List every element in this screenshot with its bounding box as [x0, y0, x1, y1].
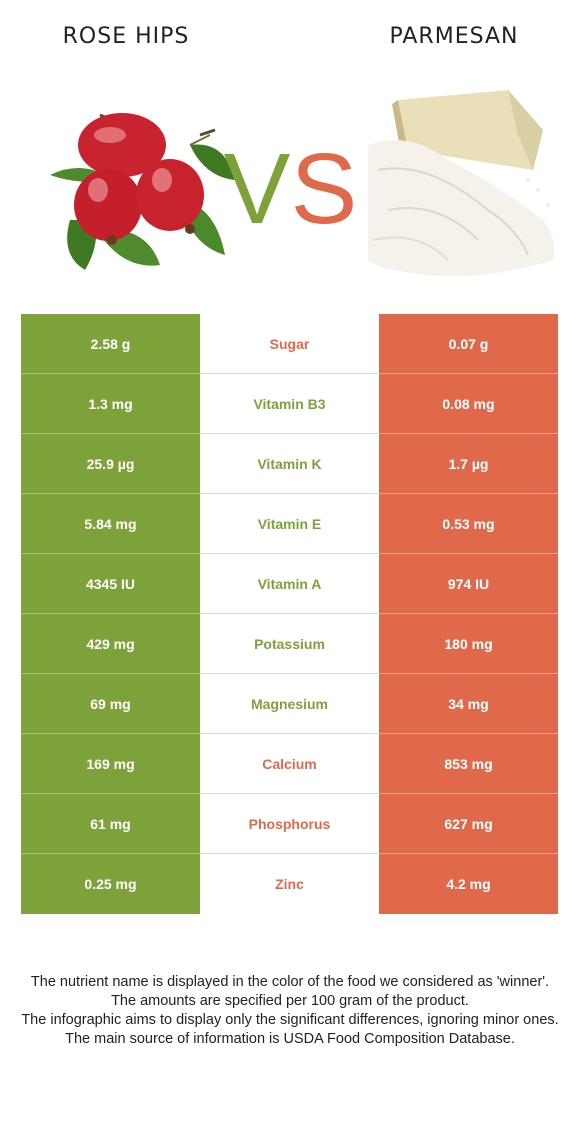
table-row: 2.58 g Sugar 0.07 g: [21, 314, 558, 374]
footer-line-amounts: The amounts are specified per 100 gram o…: [111, 993, 469, 1009]
right-value: 627 mg: [379, 794, 558, 854]
table-row: 5.84 mg Vitamin E 0.53 mg: [21, 494, 558, 554]
table-row: 25.9 µg Vitamin K 1.7 µg: [21, 434, 558, 494]
right-value: 0.53 mg: [379, 494, 558, 554]
rose-hips-image: [50, 113, 235, 270]
left-value: 5.84 mg: [21, 494, 200, 554]
right-value: 974 IU: [379, 554, 558, 614]
nutrient-name: Vitamin B3: [200, 374, 379, 434]
right-value: 34 mg: [379, 674, 558, 734]
right-value: 1.7 µg: [379, 434, 558, 494]
left-value: 25.9 µg: [21, 434, 200, 494]
left-value: 169 mg: [21, 734, 200, 794]
table-row: 69 mg Magnesium 34 mg: [21, 674, 558, 734]
table-row: 429 mg Potassium 180 mg: [21, 614, 558, 674]
footer-line-aims: The infographic aims to display only the…: [21, 1012, 559, 1028]
table-row: 61 mg Phosphorus 627 mg: [21, 794, 558, 854]
table-row: 4345 IU Vitamin A 974 IU: [21, 554, 558, 614]
nutrient-name: Vitamin A: [200, 554, 379, 614]
left-value: 69 mg: [21, 674, 200, 734]
nutrient-name: Vitamin E: [200, 494, 379, 554]
vs-label: V S: [224, 135, 358, 235]
table-row: 1.3 mg Vitamin B3 0.08 mg: [21, 374, 558, 434]
vs-v-letter: V: [224, 135, 291, 235]
nutrient-name: Potassium: [200, 614, 379, 674]
nutrient-name: Vitamin K: [200, 434, 379, 494]
comparison-table: 2.58 g Sugar 0.07 g 1.3 mg Vitamin B3 0.08 mg…: [21, 314, 558, 914]
footer-notes: The nutrient name is displayed in the co…: [18, 973, 562, 1049]
right-value: 0.07 g: [379, 314, 558, 374]
nutrient-name: Zinc: [200, 854, 379, 914]
right-value: 180 mg: [379, 614, 558, 674]
left-food-title: ROSE HIPS: [62, 24, 190, 49]
parmesan-image: [368, 90, 555, 276]
nutrient-name: Calcium: [200, 734, 379, 794]
left-value: 61 mg: [21, 794, 200, 854]
nutrient-name: Phosphorus: [200, 794, 379, 854]
footer-line-source: The main source of information is USDA F…: [65, 1031, 515, 1047]
left-value: 2.58 g: [21, 314, 200, 374]
left-value: 0.25 mg: [21, 854, 200, 914]
right-value: 0.08 mg: [379, 374, 558, 434]
vs-s-letter: S: [291, 135, 358, 235]
nutrient-name: Magnesium: [200, 674, 379, 734]
footer-line-winner: The nutrient name is displayed in the co…: [30, 974, 550, 990]
table-row: 169 mg Calcium 853 mg: [21, 734, 558, 794]
right-value: 4.2 mg: [379, 854, 558, 914]
left-value: 1.3 mg: [21, 374, 200, 434]
left-value: 429 mg: [21, 614, 200, 674]
right-value: 853 mg: [379, 734, 558, 794]
table-row: 0.25 mg Zinc 4.2 mg: [21, 854, 558, 914]
right-food-title: PARMESAN: [389, 24, 519, 49]
nutrient-name: Sugar: [200, 314, 379, 374]
left-value: 4345 IU: [21, 554, 200, 614]
